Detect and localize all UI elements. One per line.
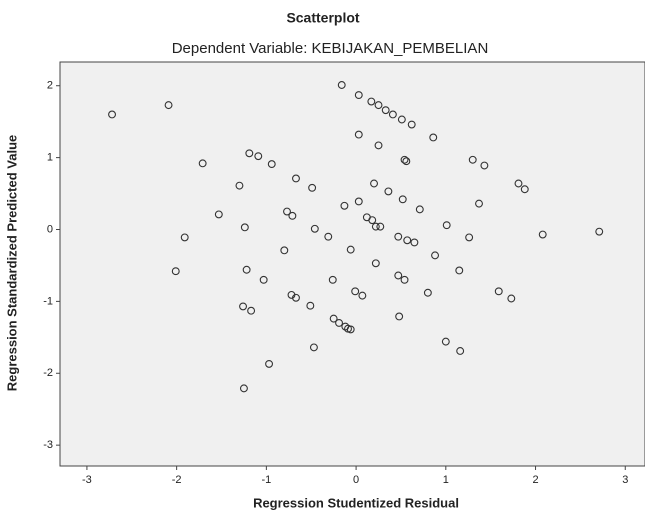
y-tick-label: 0 <box>47 223 53 235</box>
x-axis-label: Regression Studentized Residual <box>253 495 459 510</box>
x-tick-label: -1 <box>261 474 271 486</box>
y-axis-label: Regression Standardized Predicted Value <box>4 135 19 391</box>
y-tick-label: -3 <box>43 439 53 451</box>
y-tick-label: 1 <box>47 152 53 164</box>
y-tick-label: -2 <box>43 367 53 379</box>
plot-area <box>60 62 645 466</box>
chart: Scatterplot Dependent Variable: KEBIJAKA… <box>0 0 645 514</box>
y-tick-label: -1 <box>43 295 53 307</box>
x-tick-label: -2 <box>172 474 182 486</box>
y-tick-label: 2 <box>47 80 53 92</box>
x-tick-label: 1 <box>443 474 449 486</box>
x-tick-label: 0 <box>353 474 359 486</box>
page: Scatterplot Dependent Variable: KEBIJAKA… <box>0 0 645 514</box>
x-tick-label: 3 <box>622 474 628 486</box>
x-tick-label: 2 <box>532 474 538 486</box>
chart-subtitle: Dependent Variable: KEBIJAKAN_PEMBELIAN <box>172 40 489 57</box>
x-tick-label: -3 <box>82 474 92 486</box>
chart-title: Scatterplot <box>286 10 359 26</box>
